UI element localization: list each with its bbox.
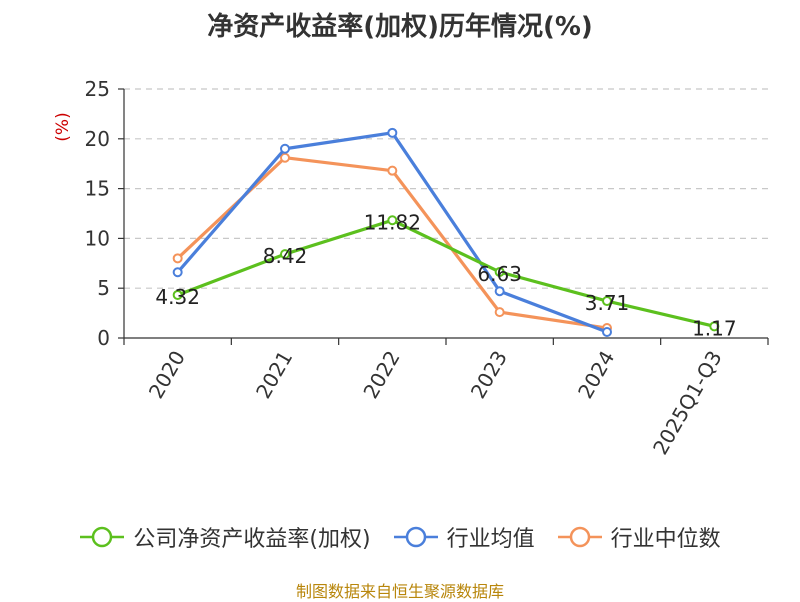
y-tick-label: 20: [85, 127, 110, 151]
data-label: 11.82: [364, 210, 421, 234]
legend-line-icon: [557, 526, 602, 548]
data-point: [494, 286, 505, 297]
x-tick-label: 2022: [358, 347, 404, 403]
data-point: [172, 267, 183, 278]
data-point: [280, 249, 290, 260]
legend-label: 公司净资产收益率(加权): [133, 527, 371, 552]
y-axis-label: (%): [53, 112, 73, 141]
data-point: [602, 327, 612, 338]
chart-title: 净资产收益率(加权)历年情况(%): [207, 12, 593, 42]
data-label: 4.32: [155, 285, 200, 309]
data-labels: 4.32 8.42 11.82 6.63 3.71 1.17: [155, 210, 736, 340]
x-tick-label: 2020: [144, 347, 190, 403]
data-point: [494, 307, 505, 318]
data-label: 6.63: [477, 262, 522, 286]
data-point: [280, 152, 290, 163]
y-tick-label: 10: [85, 226, 110, 250]
data-point: [387, 127, 398, 138]
x-axis: 2020 2021 2022 2023 2024 2025Q1-Q3: [123, 337, 769, 459]
series-group: [172, 127, 720, 338]
x-tick-label: 2025Q1-Q3: [648, 347, 727, 459]
legend-label: 行业均值: [446, 527, 535, 552]
x-tick-label: 2024: [573, 347, 619, 403]
data-label: 3.71: [585, 291, 630, 315]
data-point: [709, 321, 720, 332]
legend-item: 行业均值: [393, 521, 535, 553]
data-point: [494, 266, 505, 277]
legend-line-icon: [80, 526, 125, 548]
series-line: [177, 218, 715, 328]
legend: 公司净资产收益率(加权) 行业均值 行业中位数: [0, 519, 800, 555]
legend-label: 行业中位数: [610, 527, 721, 552]
y-tick-label: 5: [97, 276, 110, 300]
data-point: [172, 289, 183, 300]
data-label: 8.42: [263, 244, 308, 268]
grid-lines: [124, 88, 768, 289]
x-tick-label: 2021: [251, 347, 297, 403]
x-tick-label: 2023: [466, 346, 512, 402]
y-tick-label: 0: [97, 326, 110, 350]
legend-item: 行业中位数: [557, 521, 721, 553]
data-point: [602, 296, 612, 307]
series-line: [176, 156, 608, 330]
y-axis: 0 5 10 15 20 25: [85, 77, 125, 350]
data-point: [387, 165, 398, 176]
data-label: 1.17: [692, 316, 737, 340]
data-point: [172, 253, 183, 264]
data-point: [280, 143, 290, 154]
y-tick-label: 25: [85, 77, 110, 101]
legend-line-icon: [393, 526, 438, 548]
data-point: [387, 215, 398, 226]
y-tick-label: 15: [85, 177, 110, 201]
source-note: 制图数据来自恒生聚源数据库: [295, 582, 504, 601]
legend-item: 公司净资产收益率(加权): [79, 521, 371, 553]
chart-canvas: 0 5 10 15 20 25 2020 2021 2022 2023 2024 2025Q1-Q3…: [53, 77, 769, 459]
